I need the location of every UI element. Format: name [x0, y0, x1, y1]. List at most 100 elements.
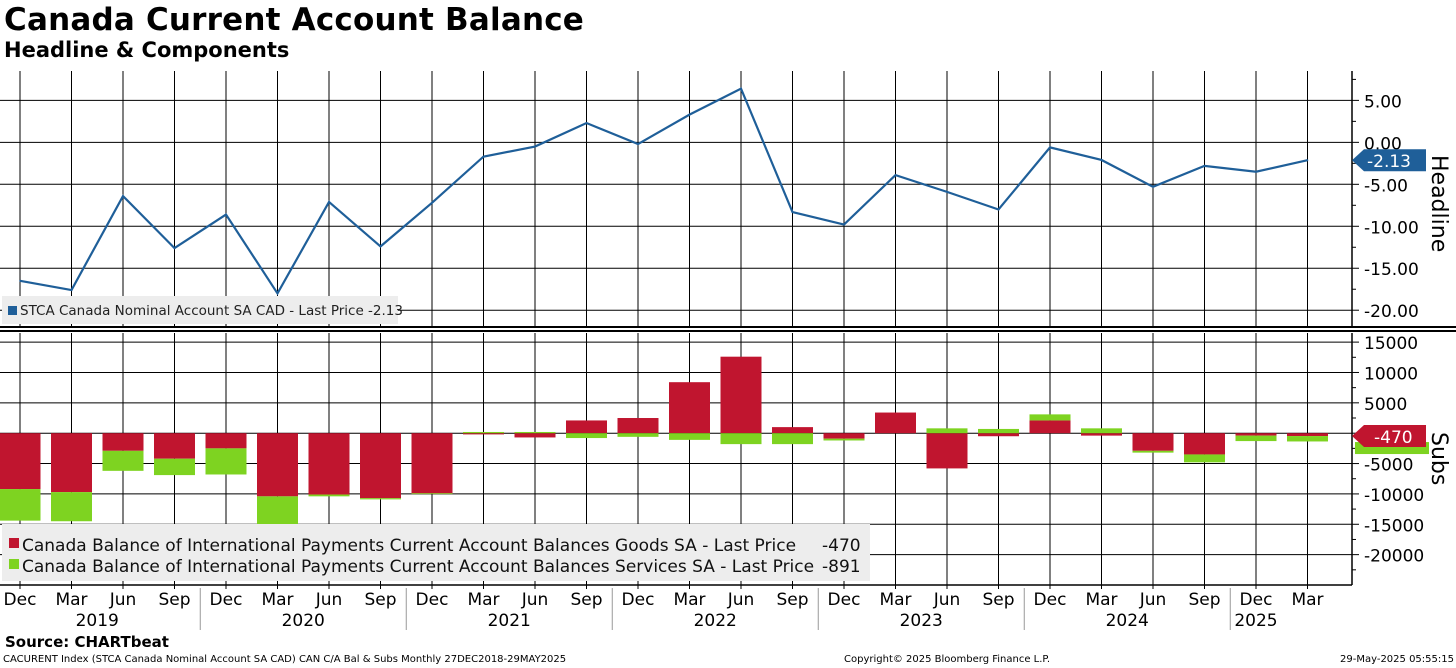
- xtick-year-label: 2022: [694, 611, 737, 631]
- services-legend-value: -891: [822, 557, 861, 577]
- services-bar: [720, 433, 762, 445]
- headline-data-point: [1255, 170, 1257, 173]
- goods-bar: [51, 433, 92, 493]
- xtick-month-label: Dec: [416, 590, 449, 610]
- subs-legend-box: [2, 524, 870, 581]
- services-bar: [669, 433, 710, 440]
- ytick-label-bottom: -20000: [1364, 547, 1424, 567]
- services-bar: [1132, 450, 1174, 453]
- services-bar: [1184, 454, 1225, 463]
- goods-bar: [514, 433, 556, 438]
- headline-data-point: [276, 292, 279, 295]
- headline-last-label: -2.13: [1367, 152, 1411, 172]
- goods-bar: [978, 433, 1019, 437]
- headline-data-point: [379, 245, 382, 248]
- services-bar: [102, 450, 144, 471]
- headline-data-point: [70, 289, 73, 291]
- services-bar: [566, 433, 607, 439]
- services-bar: [411, 493, 453, 495]
- xtick-year-label: 2024: [1106, 611, 1149, 631]
- goods-bar: [720, 356, 762, 434]
- xtick-month-label: Sep: [570, 590, 602, 610]
- headline-data-point: [225, 213, 227, 216]
- goods-bar: [1287, 433, 1328, 437]
- ytick-label-top: -10.00: [1364, 218, 1419, 238]
- xtick-month-label: Sep: [364, 590, 396, 610]
- goods-bar: [205, 433, 247, 449]
- xtick-month-label: Jun: [727, 590, 755, 610]
- xtick-month-label: Mar: [1085, 590, 1117, 610]
- xtick-month-label: Jun: [1139, 590, 1167, 610]
- goods-bar: [360, 433, 401, 499]
- xtick-month-label: Jun: [933, 590, 961, 610]
- services-bar: [1081, 428, 1122, 434]
- xtick-month-label: Jun: [521, 590, 549, 610]
- headline-axis-title: Headline: [1426, 155, 1451, 252]
- goods-bar: [1235, 433, 1277, 436]
- headline-data-point: [740, 87, 742, 90]
- source-note: Source: CHARTbeat: [5, 633, 169, 651]
- services-bar: [463, 431, 504, 434]
- xtick-month-label: Dec: [4, 590, 37, 610]
- chart-subtitle: Headline & Components: [4, 38, 290, 62]
- services-bar: [308, 494, 350, 497]
- headline-data-point: [173, 247, 176, 249]
- goods-bar: [1081, 433, 1122, 436]
- xtick-year-label: 2019: [76, 611, 119, 631]
- goods-bar: [102, 433, 144, 451]
- chart-title: Canada Current Account Balance: [4, 2, 585, 38]
- headline-data-point: [1203, 165, 1206, 167]
- xtick-month-label: Sep: [776, 590, 808, 610]
- goods-bar: [1029, 420, 1071, 434]
- headline-legend-box: [2, 296, 398, 324]
- xtick-month-label: Mar: [879, 590, 911, 610]
- footer-index-info: CACURENT Index (STCA Canada Nominal Acco…: [3, 654, 567, 665]
- headline-data-point: [585, 122, 588, 124]
- xtick-month-label: Jun: [109, 590, 137, 610]
- services-bar: [0, 489, 41, 521]
- ytick-label-bottom: 15000: [1364, 334, 1418, 354]
- goods-bar: [0, 433, 41, 490]
- xtick-month-label: Sep: [982, 590, 1014, 610]
- headline-data-point: [894, 174, 897, 176]
- headline-series-line: [19, 87, 1308, 296]
- xtick-month-label: Sep: [158, 590, 190, 610]
- headline-data-point: [843, 223, 845, 226]
- services-bar: [205, 448, 247, 475]
- services-bar: [772, 433, 813, 445]
- services-bar: [1235, 435, 1277, 442]
- xtick-month-label: Mar: [55, 590, 87, 610]
- headline-legend-text: STCA Canada Nominal Account SA CAD - Las…: [20, 303, 403, 319]
- services-legend-swatch: [9, 559, 19, 569]
- goods-bar: [1184, 433, 1225, 455]
- xtick-month-label: Jun: [315, 590, 343, 610]
- ytick-label-top: -15.00: [1364, 260, 1419, 280]
- services-bar: [51, 492, 92, 522]
- goods-bar: [772, 427, 813, 434]
- xtick-month-label: Dec: [210, 590, 243, 610]
- goods-bar: [411, 433, 453, 494]
- xtick-year-label: 2020: [282, 611, 325, 631]
- headline-data-point: [122, 195, 124, 197]
- goods-bar: [308, 433, 350, 495]
- services-bar: [823, 438, 865, 441]
- services-bar: [360, 498, 401, 500]
- headline-data-point: [1306, 159, 1309, 162]
- goods-bar: [154, 433, 195, 459]
- headline-data-point: [19, 280, 21, 282]
- xtick-month-label: Dec: [1240, 590, 1273, 610]
- headline-data-point: [1152, 186, 1154, 188]
- subs-last-label: -470: [1374, 428, 1413, 448]
- footer-timestamp: 29-May-2025 05:55:15: [1340, 654, 1454, 665]
- services-bar: [617, 433, 659, 437]
- goods-bar: [566, 420, 607, 434]
- ytick-label-bottom: 5000: [1364, 395, 1407, 415]
- ytick-label-bottom: -10000: [1364, 486, 1424, 506]
- ytick-label-top: 5.00: [1364, 92, 1402, 112]
- headline-data-point: [946, 191, 948, 193]
- xtick-month-label: Mar: [1291, 590, 1323, 610]
- xtick-month-label: Mar: [467, 590, 499, 610]
- goods-legend-swatch: [9, 538, 19, 548]
- goods-bar: [926, 433, 968, 469]
